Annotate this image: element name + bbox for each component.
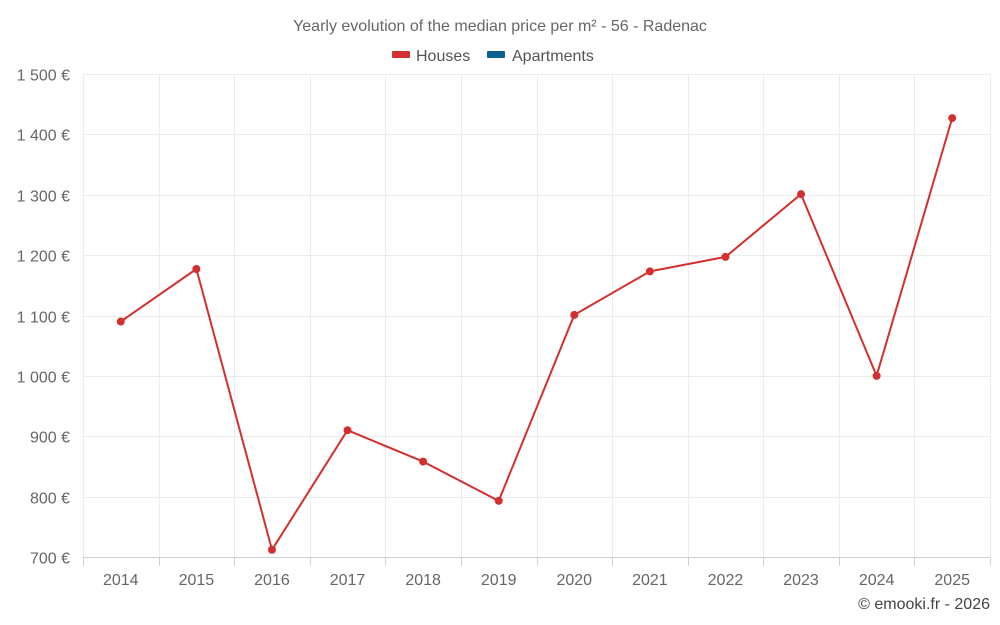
y-tick-label: 900 € [30, 430, 70, 447]
data-point-houses[interactable] [494, 496, 503, 505]
legend-item-apartments[interactable]: Apartments [487, 48, 594, 65]
x-tick-label: 2020 [556, 572, 592, 589]
x-tick-label: 2023 [783, 572, 819, 589]
y-tick-label: 1 200 € [17, 249, 70, 266]
data-point-houses[interactable] [797, 190, 806, 199]
y-tick-label: 1 400 € [17, 128, 70, 145]
y-tick-label: 1 300 € [17, 189, 70, 206]
data-point-houses[interactable] [645, 267, 654, 276]
data-point-houses[interactable] [192, 265, 201, 274]
y-tick-label: 700 € [30, 551, 70, 568]
x-axis: 2014 2015 2016 2017 2018 2019 2020 2021 2022 2023… [83, 557, 991, 589]
data-point-houses[interactable] [570, 310, 579, 319]
y-axis: 700 € 800 € 900 € 1 000 € 1 100 € 1 200 € 1 30… [17, 68, 70, 568]
legend-swatch-apartments [487, 51, 505, 58]
chart-title: Yearly evolution of the median price per… [293, 18, 707, 35]
legend-label-houses: Houses [416, 48, 470, 65]
x-tick-label: 2021 [632, 572, 668, 589]
legend-label-apartments: Apartments [512, 48, 594, 65]
legend-swatch-houses [392, 51, 410, 58]
data-point-houses[interactable] [419, 457, 428, 466]
x-tick-label: 2024 [859, 572, 895, 589]
y-tick-label: 1 500 € [17, 68, 70, 85]
x-tick-label: 2019 [481, 572, 517, 589]
y-tick-label: 800 € [30, 491, 70, 508]
data-point-houses[interactable] [872, 371, 881, 380]
series [116, 114, 957, 554]
credit-text: © emooki.fr - 2026 [858, 596, 990, 613]
data-point-houses[interactable] [721, 252, 730, 261]
data-point-houses[interactable] [948, 114, 957, 123]
legend: Houses Apartments [392, 48, 594, 65]
y-tick-label: 1 000 € [17, 370, 70, 387]
x-tick-label: 2015 [179, 572, 215, 589]
x-tick-label: 2018 [405, 572, 441, 589]
y-tick-label: 1 100 € [17, 310, 70, 327]
series-line-houses [120, 117, 954, 551]
legend-item-houses[interactable]: Houses [392, 48, 470, 65]
data-point-houses[interactable] [267, 545, 276, 554]
data-point-houses[interactable] [116, 317, 125, 326]
data-point-houses[interactable] [343, 426, 352, 435]
x-tick-label: 2022 [708, 572, 744, 589]
x-tick-label: 2017 [330, 572, 366, 589]
x-tick-label: 2016 [254, 572, 290, 589]
grid [83, 74, 991, 557]
x-tick-label: 2014 [103, 572, 139, 589]
x-tick-label: 2025 [934, 572, 970, 589]
